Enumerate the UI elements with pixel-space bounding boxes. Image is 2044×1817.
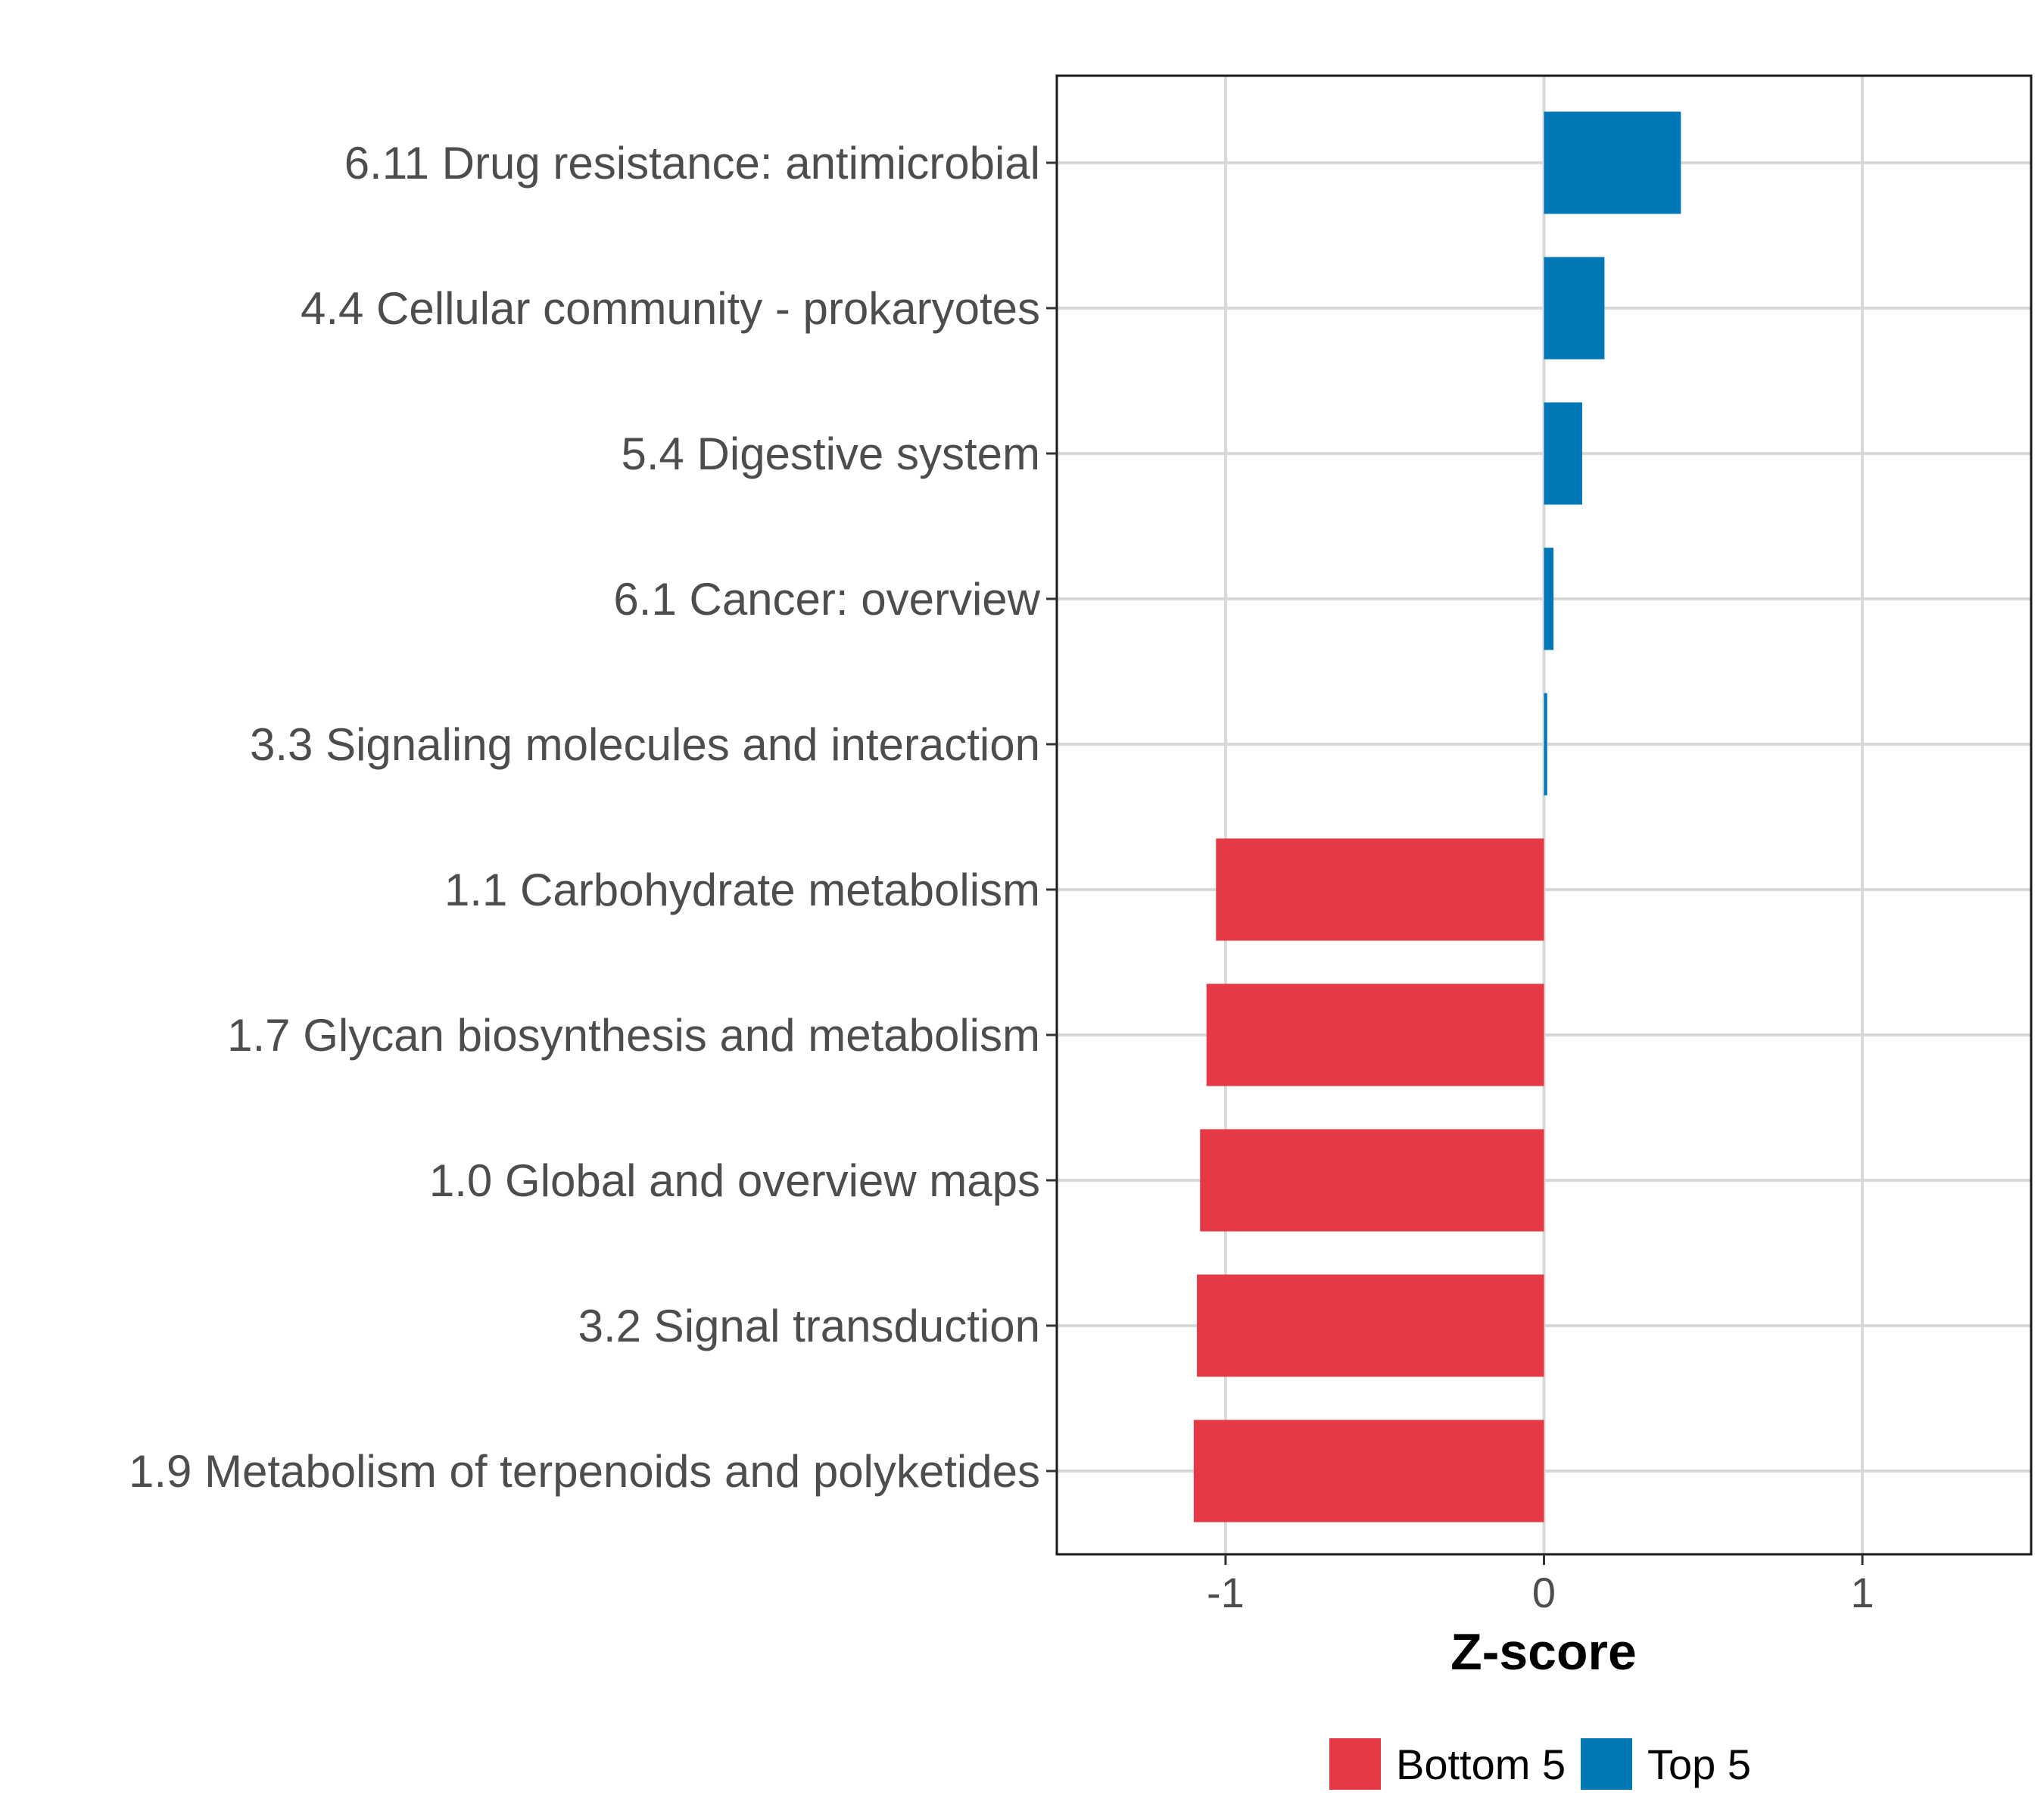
bar — [1544, 111, 1681, 214]
y-tick-label: 1.9 Metabolism of terpenoids and polyket… — [129, 1446, 1040, 1497]
x-axis-title: Z-score — [1450, 1623, 1637, 1681]
legend-key — [1329, 1738, 1381, 1790]
y-tick-label: 1.0 Global and overview maps — [429, 1155, 1040, 1206]
bar — [1544, 693, 1547, 796]
legend-label: Bottom 5 — [1396, 1741, 1566, 1788]
bars — [1193, 111, 1681, 1522]
y-tick-label: 6.11 Drug resistance: antimicrobial — [344, 138, 1040, 189]
y-tick-label: 5.4 Digestive system — [621, 429, 1040, 479]
y-tick-label: 3.2 Signal transduction — [578, 1301, 1040, 1351]
legend-key — [1581, 1738, 1632, 1790]
x-axis: -1 0 1 — [1207, 1554, 1874, 1616]
x-tick-label: 1 — [1851, 1569, 1874, 1616]
x-tick-label: -1 — [1207, 1569, 1245, 1616]
bar — [1197, 1274, 1544, 1377]
bar — [1193, 1420, 1544, 1522]
y-tick-label: 4.4 Cellular community - prokaryotes — [301, 283, 1040, 334]
bar — [1216, 838, 1544, 941]
y-axis: 6.11 Drug resistance: antimicrobial 4.4 C… — [129, 138, 1057, 1497]
legend: Bottom 5 Top 5 — [1329, 1738, 1751, 1790]
bar — [1544, 402, 1582, 505]
legend-label: Top 5 — [1647, 1741, 1751, 1788]
y-tick-label: 3.3 Signaling molecules and interaction — [250, 719, 1040, 770]
y-tick-label: 1.1 Carbohydrate metabolism — [444, 865, 1040, 915]
x-tick-label: 0 — [1532, 1569, 1556, 1616]
bar — [1544, 257, 1605, 360]
y-tick-label: 6.1 Cancer: overview — [613, 574, 1040, 625]
y-tick-label: 1.7 Glycan biosynthesis and metabolism — [227, 1010, 1040, 1061]
bar — [1544, 547, 1554, 650]
bar — [1206, 983, 1544, 1086]
bar — [1200, 1129, 1544, 1232]
